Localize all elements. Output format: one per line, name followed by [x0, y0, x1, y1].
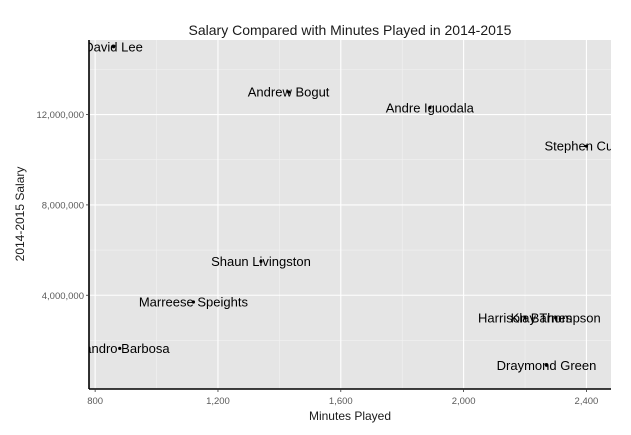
- x-tick-label: 1,600: [329, 396, 353, 407]
- y-tick-label: 12,000,000: [36, 110, 84, 121]
- y-axis-title: 2014-2015 Salary: [13, 167, 27, 262]
- point-label: Shaun Livingston: [211, 254, 311, 269]
- point-label: Harrison Barnes: [478, 310, 572, 325]
- data-point: [523, 316, 527, 320]
- data-point: [259, 259, 263, 263]
- x-tick-label: 2,400: [575, 396, 599, 407]
- axes: [88, 40, 611, 390]
- plot-panel: [89, 40, 611, 389]
- point-label: Stephen Curry: [545, 139, 629, 154]
- data-point: [191, 300, 195, 304]
- x-tick-label: 800: [87, 396, 103, 407]
- data-point: [286, 90, 291, 94]
- x-axis-title: Minutes Played: [309, 409, 391, 423]
- point-label: Andrew Bogut: [248, 84, 330, 99]
- x-tick-label: 2,000: [452, 396, 476, 407]
- data-point: [118, 346, 122, 350]
- gridlines: [89, 40, 611, 389]
- chart-title: Salary Compared with Minutes Played in 2…: [189, 22, 512, 38]
- point-label: Leandro Barbosa: [70, 341, 171, 356]
- data-point: [111, 45, 116, 49]
- point-label: Klay Thompson: [511, 310, 601, 325]
- data-point: [544, 363, 549, 367]
- point-label: David Lee: [84, 39, 143, 54]
- data-point: [428, 106, 432, 110]
- tick-labels: 800 1,200 1,600 2,000 2,400 4,000,000 8,000,00…: [36, 110, 598, 407]
- data-point: [554, 316, 558, 320]
- point-label: Draymond Green: [497, 358, 597, 373]
- point-label: Andre Iguodala: [386, 100, 475, 115]
- y-tick-label: 8,000,000: [42, 200, 84, 211]
- data-point: [584, 144, 589, 148]
- data-points: David Lee Andrew Bogut Andre Iguodala Steph…: [70, 39, 629, 373]
- y-tick-label: 4,000,000: [42, 291, 84, 302]
- point-label: Marreese Speights: [139, 295, 249, 310]
- x-tick-label: 1,200: [206, 396, 230, 407]
